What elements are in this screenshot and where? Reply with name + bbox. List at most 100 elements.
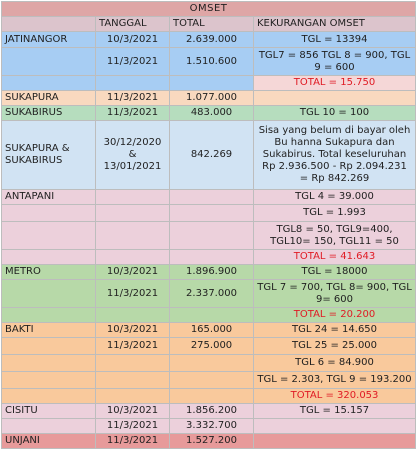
header-row: TANGGAL TOTAL KEKURANGAN OMSET [1,16,416,32]
table-row: TOTAL = 320.053 [1,388,416,404]
header-total[interactable]: TOTAL [169,16,254,32]
cell-kekurangan[interactable]: TGL8 = 50, TGL9=400, TGL10= 150, TGL11 =… [253,221,416,250]
cell-kekurangan[interactable]: TGL 6 = 84.900 [253,354,416,372]
cell-name[interactable] [1,279,96,308]
cell-total[interactable]: 2.337.000 [169,279,254,308]
cell-total[interactable] [169,388,254,404]
cell-name[interactable]: UNJANI [1,433,96,449]
cell-name[interactable]: SUKAPURA & SUKABIRUS [1,120,96,190]
cell-total[interactable]: 1.077.000 [169,90,254,106]
cell-name[interactable] [1,354,96,372]
cell-total[interactable]: 1.896.900 [169,264,254,280]
cell-name[interactable]: METRO [1,264,96,280]
table-row: UNJANI 11/3/2021 1.527.200 [1,433,416,449]
cell-name[interactable] [1,75,96,91]
cell-kekurangan[interactable]: TGL 4 = 39.000 [253,189,416,205]
cell-tanggal[interactable] [95,75,170,91]
cell-kekurangan[interactable]: TGL 24 = 14.650 [253,322,416,338]
cell-kekurangan[interactable]: TOTAL = 41.643 [253,249,416,265]
cell-total[interactable] [169,371,254,389]
cell-kekurangan[interactable] [253,90,416,106]
cell-name[interactable]: JATINANGOR [1,31,96,48]
cell-kekurangan[interactable]: TGL 25 = 25.000 [253,337,416,355]
cell-tanggal[interactable]: 11/3/2021 [95,337,170,355]
header-tanggal[interactable]: TANGGAL [95,16,170,32]
sheet-title[interactable]: OMSET [1,1,416,17]
cell-name[interactable] [1,249,96,265]
cell-name[interactable]: BAKTI [1,322,96,338]
cell-tanggal[interactable]: 30/12/2020 & 13/01/2021 [95,120,170,190]
cell-kekurangan[interactable]: TOTAL = 15.750 [253,75,416,91]
table-row: SUKAPURA & SUKABIRUS 30/12/2020 & 13/01/2… [1,120,416,190]
cell-name[interactable] [1,47,96,76]
cell-total[interactable] [169,75,254,91]
cell-total[interactable] [169,307,254,323]
table-row: TGL 6 = 84.900 [1,354,416,372]
cell-kekurangan[interactable]: Sisa yang belum di bayar oleh Bu hanna S… [253,120,416,190]
cell-kekurangan[interactable]: TOTAL = 20.200 [253,307,416,323]
cell-total[interactable] [169,221,254,250]
cell-name[interactable] [1,221,96,250]
table-row: ANTAPANI TGL 4 = 39.000 [1,189,416,205]
cell-name[interactable] [1,204,96,222]
cell-kekurangan[interactable]: TGL 7 = 700, TGL 8= 900, TGL 9= 600 [253,279,416,308]
cell-total[interactable]: 165.000 [169,322,254,338]
cell-name[interactable]: ANTAPANI [1,189,96,205]
cell-name[interactable] [1,388,96,404]
cell-total[interactable]: 483.000 [169,105,254,121]
cell-kekurangan[interactable]: TOTAL = 320.053 [253,388,416,404]
cell-tanggal[interactable]: 11/3/2021 [95,433,170,449]
table-row: TGL = 2.303, TGL 9 = 193.200 [1,371,416,389]
cell-tanggal[interactable] [95,371,170,389]
cell-name[interactable] [1,337,96,355]
cell-kekurangan[interactable] [253,418,416,434]
cell-total[interactable] [169,204,254,222]
cell-total[interactable]: 3.332.700 [169,418,254,434]
table-row: SUKABIRUS 11/3/2021 483.000 TGL 10 = 100 [1,105,416,121]
cell-total[interactable]: 2.639.000 [169,31,254,48]
cell-tanggal[interactable]: 11/3/2021 [95,105,170,121]
cell-tanggal[interactable] [95,221,170,250]
cell-tanggal[interactable]: 11/3/2021 [95,279,170,308]
cell-total[interactable]: 1.856.200 [169,403,254,419]
cell-name[interactable]: CISITU [1,403,96,419]
cell-tanggal[interactable]: 10/3/2021 [95,31,170,48]
cell-total[interactable]: 1.510.600 [169,47,254,76]
cell-total[interactable] [169,189,254,205]
cell-total[interactable]: 1.527.200 [169,433,254,449]
table-row: TGL = 1.993 [1,204,416,222]
cell-tanggal[interactable] [95,249,170,265]
cell-tanggal[interactable]: 10/3/2021 [95,322,170,338]
cell-kekurangan[interactable] [253,433,416,449]
table-row: TOTAL = 15.750 [1,75,416,91]
cell-kekurangan[interactable]: TGL = 1.993 [253,204,416,222]
cell-tanggal[interactable]: 11/3/2021 [95,47,170,76]
cell-tanggal[interactable] [95,189,170,205]
cell-tanggal[interactable]: 10/3/2021 [95,264,170,280]
header-name[interactable] [1,16,96,32]
cell-kekurangan[interactable]: TGL7 = 856 TGL 8 = 900, TGL 9 = 600 [253,47,416,76]
cell-total[interactable] [169,354,254,372]
cell-kekurangan[interactable]: TGL = 15.157 [253,403,416,419]
cell-name[interactable]: SUKAPURA [1,90,96,106]
cell-tanggal[interactable] [95,354,170,372]
cell-tanggal[interactable] [95,204,170,222]
cell-name[interactable] [1,418,96,434]
cell-kekurangan[interactable]: TGL = 18000 [253,264,416,280]
cell-kekurangan[interactable]: TGL = 13394 [253,31,416,48]
cell-name[interactable]: SUKABIRUS [1,105,96,121]
cell-tanggal[interactable]: 11/3/2021 [95,90,170,106]
cell-total[interactable]: 842.269 [169,120,254,190]
cell-kekurangan[interactable]: TGL 10 = 100 [253,105,416,121]
header-kekurangan-omset[interactable]: KEKURANGAN OMSET [253,16,416,32]
cell-total[interactable]: 275.000 [169,337,254,355]
cell-tanggal[interactable]: 10/3/2021 [95,403,170,419]
cell-kekurangan[interactable]: TGL = 2.303, TGL 9 = 193.200 [253,371,416,389]
cell-total[interactable] [169,249,254,265]
cell-tanggal[interactable]: 11/3/2021 [95,418,170,434]
cell-name[interactable] [1,371,96,389]
cell-name[interactable] [1,307,96,323]
cell-tanggal[interactable] [95,388,170,404]
cell-tanggal[interactable] [95,307,170,323]
table-row: 11/3/2021 1.510.600 TGL7 = 856 TGL 8 = 900… [1,47,416,76]
